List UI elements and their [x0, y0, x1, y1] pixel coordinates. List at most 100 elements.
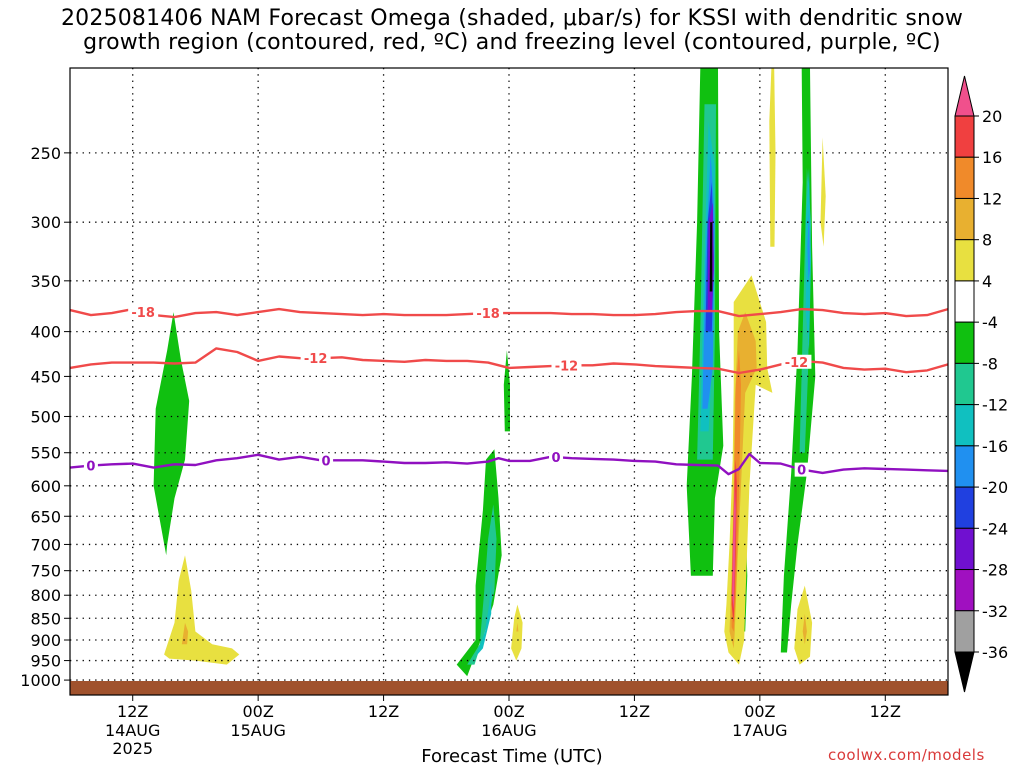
- contour-label-bg: [473, 306, 504, 321]
- omega-region-20: [516, 622, 519, 632]
- x-tick-date-label: 17AUG: [732, 721, 787, 740]
- x-tick-label: 00Z: [493, 702, 524, 721]
- colorbar: 20 16 12 8 4 -4 -8 -12 -16 -20 -24 -28 -32 -36: [954, 75, 1008, 693]
- credit-text[interactable]: coolwx.com/models: [828, 746, 985, 764]
- x-tick-label: 00Z: [744, 702, 775, 721]
- omega-region-0: [153, 312, 190, 556]
- x-tick-date-label: 16AUG: [481, 721, 536, 740]
- omega-region-4: [475, 580, 492, 657]
- omega-region-2: [456, 449, 502, 677]
- contour-label: -18: [131, 306, 155, 321]
- colorbar-segment: [954, 197, 975, 241]
- colorbar-segment: [954, 115, 975, 158]
- x-tick-year-label: 2025: [112, 739, 153, 758]
- colorbar-bottom-arrow: [954, 651, 975, 693]
- colorbar-label: 16: [982, 148, 1002, 167]
- omega-region-29: [802, 613, 807, 645]
- colorbar-label: -4: [982, 313, 998, 332]
- omega-region-11: [709, 222, 713, 292]
- contour-label-bg: [128, 305, 159, 320]
- x-axis-title: Forecast Time (UTC): [421, 746, 603, 767]
- x-tick-label: 12Z: [619, 702, 650, 721]
- chart-title-line1: 2025081406 NAM Forecast Omega (shaded, μ…: [60, 6, 964, 31]
- y-tick-label: 900: [30, 631, 61, 650]
- colorbar-segment: [954, 156, 975, 199]
- contour-layer: -18 -18 -12 -12 -12 0 0 0 0: [69, 305, 949, 479]
- omega-region-25: [732, 485, 736, 610]
- y-tick-label: 300: [30, 213, 61, 232]
- colorbar-label: -20: [982, 478, 1008, 497]
- omega-region-18: [181, 622, 189, 645]
- y-tick-label: 550: [30, 444, 61, 463]
- omega-shading-layer: [153, 68, 826, 677]
- omega-region-28: [794, 585, 813, 665]
- y-tick-label: 750: [30, 562, 61, 581]
- colorbar-label: -12: [982, 396, 1008, 415]
- contour-label: -18: [476, 307, 500, 322]
- contour-label: -12: [304, 352, 328, 367]
- y-tick-label: 650: [30, 507, 61, 526]
- y-axis: 250 300 350 400 450 500 550 600 650 700 750 800 850 9…: [20, 144, 70, 690]
- y-tick-label: 450: [30, 367, 61, 386]
- y-tick-label: 500: [30, 407, 61, 426]
- colorbar-segment: [954, 404, 975, 447]
- y-tick-label: 600: [30, 477, 61, 496]
- contour-label-bg: [794, 462, 809, 477]
- omega-region-15: [807, 209, 810, 281]
- colorbar-label: -8: [982, 354, 998, 373]
- colorbar-segment: [954, 280, 975, 323]
- colorbar-segment: [954, 362, 975, 406]
- y-tick-label: 700: [30, 535, 61, 554]
- colorbar-label: -36: [982, 643, 1008, 662]
- colorbar-label: -28: [982, 561, 1008, 580]
- y-tick-label: 850: [30, 609, 61, 628]
- contour-label-bg: [781, 354, 812, 369]
- contour-label-bg: [300, 351, 331, 366]
- x-tick-label: 12Z: [870, 702, 901, 721]
- contour-label-bg: [319, 453, 334, 468]
- y-tick-label: 800: [30, 586, 61, 605]
- colorbar-label: 12: [982, 189, 1002, 208]
- contour-line-0: [69, 452, 949, 476]
- x-tick-date-label: 15AUG: [230, 721, 285, 740]
- contour-label-bg: [551, 358, 582, 373]
- colorbar-segment: [954, 486, 975, 529]
- contour-line--18: [69, 307, 949, 319]
- contour-label: 0: [797, 464, 806, 479]
- colorbar-label: 20: [982, 107, 1002, 126]
- contour-label-bg: [83, 458, 98, 473]
- contour-label: 0: [322, 454, 331, 469]
- colorbar-segment: [954, 610, 975, 653]
- x-tick-label: 00Z: [242, 702, 273, 721]
- colorbar-segment: [954, 445, 975, 488]
- y-tick-label: 1000: [20, 671, 61, 690]
- x-tick-label: 12Z: [368, 702, 399, 721]
- ground-strip: [70, 681, 948, 695]
- omega-region-26: [769, 68, 776, 247]
- grid-layer: [70, 68, 948, 695]
- y-tick-label: 250: [30, 144, 61, 163]
- omega-region-3: [467, 504, 497, 665]
- colorbar-label: -24: [982, 519, 1008, 538]
- contour-label: 0: [552, 451, 561, 466]
- contour-label-bg: [549, 450, 564, 465]
- contour-label: -12: [785, 356, 809, 371]
- y-tick-label: 400: [30, 323, 61, 342]
- colorbar-label: 4: [982, 272, 992, 291]
- omega-region-27: [820, 137, 826, 247]
- colorbar-label: -16: [982, 437, 1008, 456]
- chart-title-line2: growth region (contoured, red, ºC) and f…: [83, 30, 941, 55]
- y-tick-label: 350: [30, 272, 61, 291]
- colorbar-label: -32: [982, 602, 1008, 621]
- colorbar-label: 8: [982, 231, 992, 250]
- colorbar-segment: [954, 527, 975, 571]
- colorbar-segment: [954, 569, 975, 612]
- omega-region-1: [503, 350, 510, 432]
- contour-label: -12: [555, 359, 579, 374]
- contour-label: 0: [86, 460, 95, 475]
- x-tick-date-label: 14AUG: [105, 721, 160, 740]
- omega-region-19: [511, 604, 523, 661]
- x-tick-label: 12Z: [117, 702, 148, 721]
